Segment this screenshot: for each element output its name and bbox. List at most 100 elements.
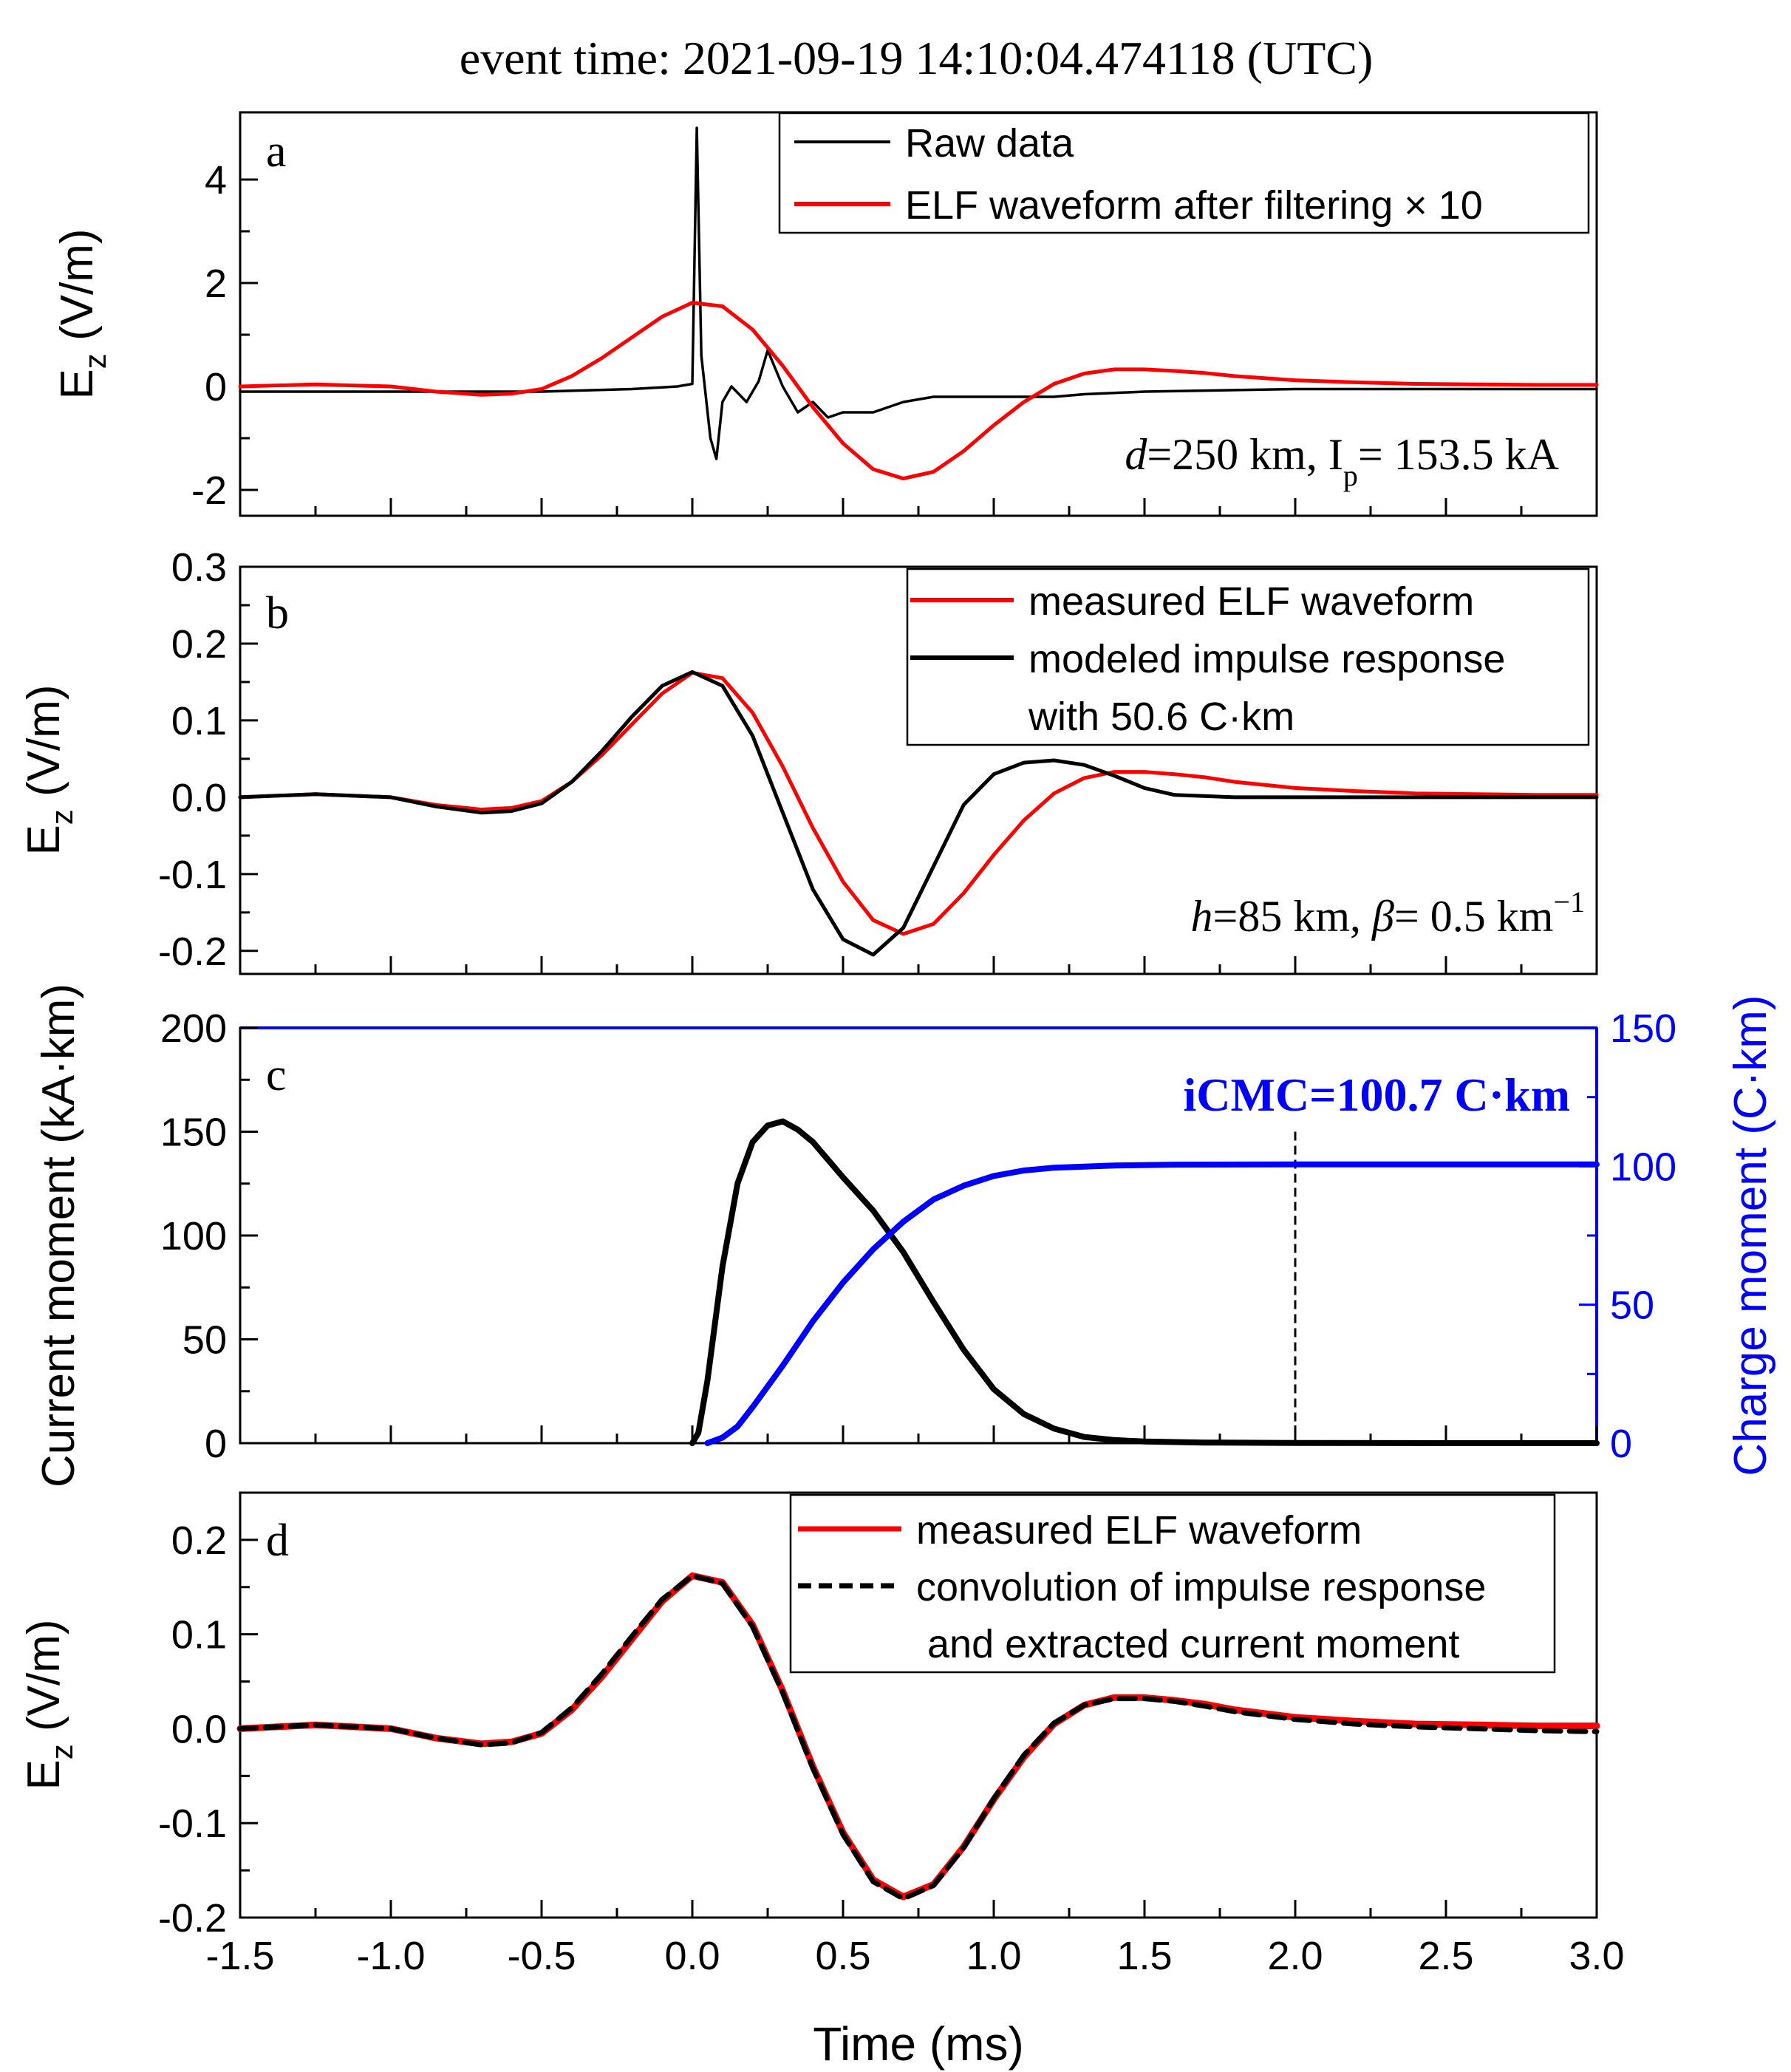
y-tick-label: 2 [205,262,227,306]
panel-b-legend-modeled-cont: with 50.6 C·km [1028,695,1294,739]
panel-b-tag: b [266,588,289,638]
panel-a-ticks: -2 0 2 4 [191,158,1598,516]
panel-b-ylabel: Ez (V/m) [18,684,79,855]
panel-a-legend-elf: ELF waveform after filtering × 10 [905,183,1483,228]
panel-d-legend: measured ELF waveform convolution of imp… [789,1493,1556,1674]
series-a-0 [239,126,1598,460]
y-tick-label: -2 [191,468,227,513]
ylabel-a-e: E [52,369,103,399]
ylabel-b-sub: z [44,809,79,825]
y-tick-label: -0.1 [158,853,227,897]
annotation-beta-value: = 0.5 km [1394,892,1554,941]
x-tick-label: 3.0 [1569,1934,1624,1978]
panel-b-annotation: h=85 km, β= 0.5 km−1 [1191,885,1585,941]
ylabel-b-unit: (V/m) [18,684,69,809]
x-tick-label: 1.5 [1116,1934,1172,1978]
panel-d-ylabel: Ez (V/m) [18,1619,79,1790]
panel-d-legend-measured: measured ELF waveform [916,1508,1362,1553]
y-tick-label: 0.3 [171,545,227,590]
ylabel-d-unit: (V/m) [18,1619,69,1744]
series-d-1 [237,1572,1600,1901]
x-tick-label: 0.5 [815,1934,870,1978]
panel-d-legend-box [789,1493,1556,1674]
y-tick-label: 0.2 [171,622,227,667]
y-right-tick-label: 100 [1610,1145,1676,1189]
panel-a-ylabel: Ez (V/m) [52,228,112,399]
annotation-beta: β [1371,892,1394,941]
annotation-d: d [1125,430,1147,479]
y-right-tick-label: 50 [1610,1284,1654,1328]
panel-a-tag: a [266,126,287,177]
panel-b-plot [238,669,1599,957]
panel-c-plot [689,1118,1600,1446]
panel-d-tag: d [266,1516,289,1566]
panel-b-legend-box [906,568,1590,746]
panel-a-plot [238,126,1599,481]
series-b-0 [238,671,1599,936]
annotation-d-rest: =250 km, I [1147,430,1343,479]
panel-a-legend-box [778,112,1590,234]
panel-c: 0 50 100 150 200 0 50 100 150 c iCMC=100.7 C·km [160,1006,1676,1466]
x-tick-labels: -1.5 -1.0 -0.5 0.0 0.5 1.0 1.5 2.0 2.5 3.0 [205,1934,1624,1978]
y-right-tick-label: 150 [1610,1006,1676,1051]
x-tick-label: -1.0 [356,1934,425,1978]
panel-d: -0.2 -0.1 0.0 0.1 0.2 d measured ELF wavefor… [158,1491,1600,1940]
y-tick-label: 0 [205,365,227,409]
x-tick-label: -1.5 [205,1934,274,1978]
y-tick-label: 0.1 [171,699,227,743]
panel-c-ylabel-right: Charge moment (C·km) [1725,995,1776,1476]
panel-a-legend: Raw data ELF waveform after filtering × … [778,112,1590,234]
x-tick-label: 1.0 [966,1934,1021,1978]
panel-b: -0.2 -0.1 0.0 0.1 0.2 0.3 b h=85 km, β= 0.5 k… [158,545,1599,975]
ylabel-a-sub: z [78,353,112,369]
y-tick-label: 0.1 [171,1613,227,1657]
ylabel-a-unit: (V/m) [52,228,103,353]
panel-b-legend-measured: measured ELF waveform [1028,579,1474,624]
panel-c-ylabel-left: Current moment (kA·km) [33,984,84,1487]
ylabel-b-e: E [18,825,69,855]
panel-d-legend-convolution: convolution of impulse response [916,1565,1486,1609]
annotation-ip-value: = 153.5 kA [1358,430,1559,479]
y-tick-label: -0.1 [158,1802,227,1846]
panel-b-ticks: -0.2 -0.1 0.0 0.1 0.2 0.3 [158,545,1598,974]
x-axis-label: Time (ms) [813,2017,1024,2071]
x-tick-label: -0.5 [507,1934,576,1978]
panel-a-legend-raw: Raw data [905,121,1074,166]
ylabel-d-e: E [18,1759,69,1790]
series-a-1 [238,301,1599,481]
series-c-1 [704,1161,1600,1446]
x-tick-label: 2.0 [1267,1934,1323,1978]
y-tick-label: -0.2 [158,930,227,974]
panel-c-annotation: iCMC=100.7 C·km [1183,1069,1570,1121]
panel-d-plot [236,1572,1600,1901]
annotation-h: h [1191,892,1213,941]
y-tick-label: 150 [160,1111,227,1155]
x-tick-label: 0.0 [664,1934,720,1978]
figure-title: event time: 2021-09-19 14:10:04.474118 (… [460,32,1374,84]
y-tick-label: 200 [160,1006,227,1051]
series-b-1 [238,669,1599,957]
y-tick-label: 50 [182,1318,227,1363]
panel-a: -2 0 2 4 a d=250 km, Ip= 153.5 kA Raw data … [191,111,1599,517]
y-tick-label: 0 [205,1422,227,1466]
annotation-ip-sub: p [1343,459,1358,492]
panel-b-legend-modeled: modeled impulse response [1028,637,1505,681]
y-tick-label: 0.2 [171,1519,227,1563]
panel-a-annotation: d=250 km, Ip= 153.5 kA [1125,430,1559,492]
y-tick-label: -0.2 [158,1896,227,1940]
panel-d-ticks: -0.2 -0.1 0.0 0.1 0.2 [158,1519,1598,1940]
y-tick-label: 4 [205,158,227,202]
annotation-beta-sup: −1 [1553,885,1585,919]
x-tick-label: 2.5 [1418,1934,1473,1978]
y-tick-label: 100 [160,1214,227,1258]
panel-b-legend: measured ELF waveform modeled impulse re… [906,568,1590,746]
panel-c-tag: c [266,1050,287,1100]
y-tick-label: 0.0 [171,1707,227,1751]
annotation-h-rest: =85 km, [1213,892,1373,941]
ylabel-d-sub: z [44,1744,79,1759]
y-right-tick-label: 0 [1610,1422,1632,1466]
panel-d-legend-convolution-cont: and extracted current moment [927,1622,1459,1666]
series-c-0 [689,1118,1600,1446]
y-tick-label: 0.0 [171,776,227,820]
